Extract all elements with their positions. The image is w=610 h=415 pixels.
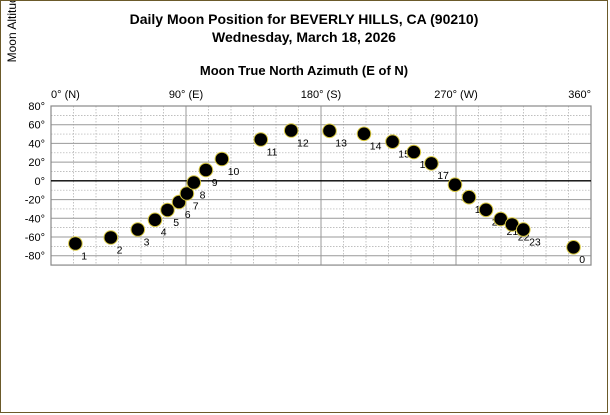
svg-text:20°: 20° [28,157,45,169]
svg-text:5: 5 [173,217,179,229]
svg-text:360°: 360° [568,89,591,101]
svg-text:180° (S): 180° (S) [301,89,341,101]
svg-text:-60°: -60° [25,232,45,244]
svg-text:4: 4 [161,227,167,239]
svg-text:-40°: -40° [25,213,45,225]
svg-text:13: 13 [335,138,347,150]
svg-text:80°: 80° [28,101,45,113]
svg-text:7: 7 [193,200,199,212]
svg-text:0°: 0° [34,176,45,188]
svg-text:8: 8 [200,189,206,201]
svg-text:23: 23 [529,236,541,248]
svg-text:17: 17 [437,170,449,182]
svg-text:270° (W): 270° (W) [434,89,478,101]
svg-text:0: 0 [579,254,585,266]
svg-text:60°: 60° [28,120,45,132]
svg-text:14: 14 [370,141,382,153]
svg-text:11: 11 [267,146,278,158]
svg-text:-20°: -20° [25,195,45,207]
svg-text:90° (E): 90° (E) [169,89,203,101]
svg-text:2: 2 [117,244,123,256]
svg-text:10: 10 [228,166,240,178]
svg-text:0° (N): 0° (N) [51,89,80,101]
svg-text:6: 6 [185,209,191,221]
svg-text:40°: 40° [28,138,45,150]
svg-text:1: 1 [81,250,87,262]
svg-text:3: 3 [144,236,150,248]
svg-text:-80°: -80° [25,251,45,263]
svg-text:9: 9 [212,177,218,189]
svg-text:12: 12 [297,137,309,149]
